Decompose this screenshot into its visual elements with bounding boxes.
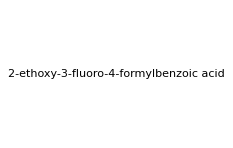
Text: 2-ethoxy-3-fluoro-4-formylbenzoic acid: 2-ethoxy-3-fluoro-4-formylbenzoic acid — [8, 69, 225, 79]
